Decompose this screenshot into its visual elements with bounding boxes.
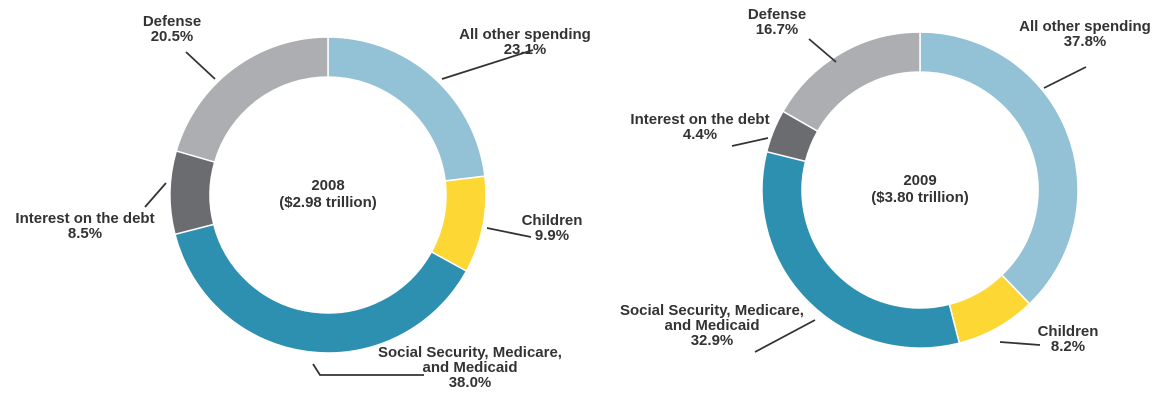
center-label-1-2: ($2.98 trillion): [279, 194, 377, 211]
slice-percent-2-1: 37.8%: [1064, 33, 1107, 50]
slice-percent-1-5: 20.5%: [151, 28, 194, 45]
center-label-2-2: ($3.80 trillion): [871, 189, 969, 206]
slice-label-2-5-1: Defense: [748, 6, 806, 23]
slice-label-2-3-1: Social Security, Medicare,: [620, 302, 804, 319]
leader-line-2-3: [754, 319, 816, 353]
slice-percent-2-5: 16.7%: [756, 21, 799, 38]
slice-label-2-1-1: All other spending: [1019, 18, 1151, 35]
center-label-2-1: 2009: [903, 172, 936, 189]
slice-1-4: [169, 149, 216, 236]
slice-percent-1-3: 38.0%: [449, 374, 492, 391]
leader-line-1-1: [441, 49, 534, 80]
leader-line-1-3: [312, 363, 424, 376]
slice-label-2-3-2: and Medicaid: [664, 317, 759, 334]
slice-label-2-2-1: Children: [1038, 323, 1099, 340]
slice-percent-1-4: 8.5%: [68, 225, 102, 242]
slice-label-1-4-1: Interest on the debt: [15, 210, 154, 227]
slice-1-5: [175, 36, 329, 164]
slice-label-1-2-1: Children: [522, 212, 583, 229]
slice-label-1-3-2: and Medicaid: [422, 359, 517, 376]
slice-2-5: [781, 31, 921, 133]
leader-line-1-2: [486, 227, 532, 238]
slice-label-1-1-1: All other spending: [459, 26, 591, 43]
slice-percent-1-2: 9.9%: [535, 227, 569, 244]
leader-line-2-2: [999, 341, 1041, 346]
slice-percent-2-3: 32.9%: [691, 332, 734, 349]
slice-label-2-4-1: Interest on the debt: [630, 111, 769, 128]
slice-label-1-5-1: Defense: [143, 13, 201, 30]
slice-percent-2-2: 8.2%: [1051, 338, 1085, 355]
center-label-1-1: 2008: [311, 177, 344, 194]
slice-label-1-3-1: Social Security, Medicare,: [378, 344, 562, 361]
slice-percent-2-4: 4.4%: [683, 126, 717, 143]
leader-line-2-4: [731, 137, 769, 147]
leader-line-1-5: [185, 51, 216, 80]
leader-line-2-5: [808, 38, 837, 63]
leader-line-1-4: [144, 182, 167, 208]
slice-1-3: [174, 223, 468, 354]
slice-2-1: [919, 31, 1079, 305]
slice-1-1: [327, 36, 486, 182]
leader-line-2-1: [1043, 66, 1087, 89]
slice-2-3: [761, 150, 961, 349]
slice-percent-1-1: 23.1%: [504, 41, 547, 58]
